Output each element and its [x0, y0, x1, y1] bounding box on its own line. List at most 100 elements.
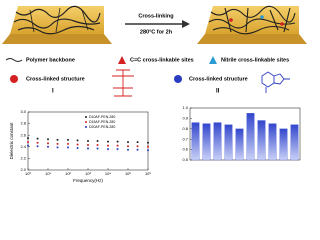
point: [67, 138, 69, 141]
x-tick-label: 10⁴: [105, 171, 111, 176]
point: [76, 146, 79, 149]
point: [87, 140, 89, 142]
legend-icon: [118, 56, 126, 64]
plate-left: [2, 5, 112, 44]
y-tick-label: 0.5: [182, 157, 188, 162]
point: [96, 144, 99, 147]
point: [87, 144, 89, 147]
arrow-label: Cross-linking: [138, 13, 173, 19]
y-tick-label: 0.7: [182, 136, 188, 141]
structure-label: Cross-linked structure: [189, 76, 248, 82]
y-tick-label: 3.0: [20, 109, 26, 114]
legend-label: D10AF-PEN-280: [89, 115, 115, 119]
bar: [257, 120, 266, 161]
point: [27, 144, 29, 147]
point: [36, 141, 39, 144]
structure-I: [112, 69, 134, 97]
point: [116, 140, 119, 143]
y-tick-label: 2.0: [20, 167, 26, 172]
legend-label: D15AF-PEN-280: [89, 120, 115, 124]
bar: [224, 124, 233, 161]
point: [67, 142, 69, 145]
y-tick-label: 1.0: [182, 105, 188, 110]
point: [136, 145, 139, 148]
legend-label: C=C cross-linkable sites: [130, 57, 194, 63]
point: [67, 146, 69, 149]
y-tick-label: 2.4: [20, 144, 26, 149]
legend-label: Nitrile cross-linkable sites: [221, 57, 289, 63]
legend-icon: [209, 56, 217, 64]
point: [96, 147, 99, 150]
point: [96, 140, 99, 142]
structure-label: Cross-linked structure: [26, 76, 85, 82]
legend-icon: [5, 58, 23, 62]
point: [27, 141, 29, 144]
legend-marker: [85, 116, 87, 118]
x-axis-label: Frequency(Hz): [73, 178, 103, 183]
point: [47, 142, 49, 145]
point: [116, 144, 119, 147]
legend-marker: [85, 121, 87, 123]
structure-icon: [174, 75, 182, 83]
bar: [235, 128, 244, 161]
x-tick-label: 10⁵: [125, 171, 131, 176]
x-tick-label: 10⁶: [145, 171, 151, 176]
point: [36, 145, 39, 148]
point: [87, 147, 89, 150]
plot-frame: [189, 107, 301, 161]
arrow-head: [182, 20, 190, 28]
x-tick-label: 10³: [85, 171, 91, 176]
structure-numeral: II: [216, 89, 220, 95]
bar: [202, 123, 211, 161]
point: [116, 148, 119, 151]
y-axis-label: Dielectric constant: [9, 122, 14, 160]
bar: [290, 124, 299, 161]
legend-label: D20AF-PEN-280: [89, 125, 115, 129]
x-tick-label: 10²: [65, 171, 71, 176]
structure-numeral: I: [52, 89, 54, 95]
point: [56, 142, 59, 145]
y-tick-label: 2.8: [20, 121, 26, 126]
point: [147, 149, 149, 152]
point: [147, 145, 149, 148]
y-tick-label: 2.6: [20, 132, 26, 137]
point: [56, 146, 59, 149]
legend-marker: [85, 126, 87, 128]
page: {"scheme":{"arrow_top":"Cross-linking","…: [2, 5, 307, 184]
legend-label: Polymer backbone: [26, 57, 75, 63]
structure-II: [261, 71, 290, 93]
bar: [246, 113, 255, 161]
point: [76, 143, 79, 146]
point: [127, 141, 129, 144]
line-chart: 2.0 2.2 2.4 2.6 2.8 3.0 10⁰ 10¹ 10² 10³ 10⁴ 10⁵ 10⁶ F…: [9, 109, 151, 183]
bar: [191, 122, 200, 161]
y-tick-label: 2.2: [20, 155, 26, 160]
point: [47, 145, 49, 148]
structure-icon: [10, 75, 18, 83]
x-tick-label: 10⁰: [25, 171, 31, 176]
point: [136, 141, 139, 144]
point: [56, 138, 59, 141]
point: [47, 138, 49, 141]
point: [76, 139, 79, 142]
y-tick-label: 0.6: [182, 147, 188, 152]
y-tick-label: 0.9: [182, 115, 188, 120]
x-tick-label: 10¹: [45, 171, 51, 176]
point: [36, 137, 39, 140]
point: [107, 144, 109, 147]
point: [107, 140, 109, 143]
arrow-label: 280°C for 2h: [140, 29, 173, 35]
figure: Cross-linking 280°C for 2h Polymer backb…: [2, 5, 307, 183]
point: [147, 141, 149, 144]
point: [136, 148, 139, 151]
bar: [213, 122, 222, 161]
bar: [279, 128, 288, 161]
point: [127, 148, 129, 151]
point: [107, 148, 109, 151]
y-tick-label: 0.8: [182, 126, 188, 131]
bar-chart: 0.5 0.6 0.7 0.8 0.9 1.0: [182, 105, 301, 162]
bar: [268, 123, 277, 161]
plate-right: [197, 5, 307, 44]
point: [27, 137, 29, 140]
point: [127, 145, 129, 148]
